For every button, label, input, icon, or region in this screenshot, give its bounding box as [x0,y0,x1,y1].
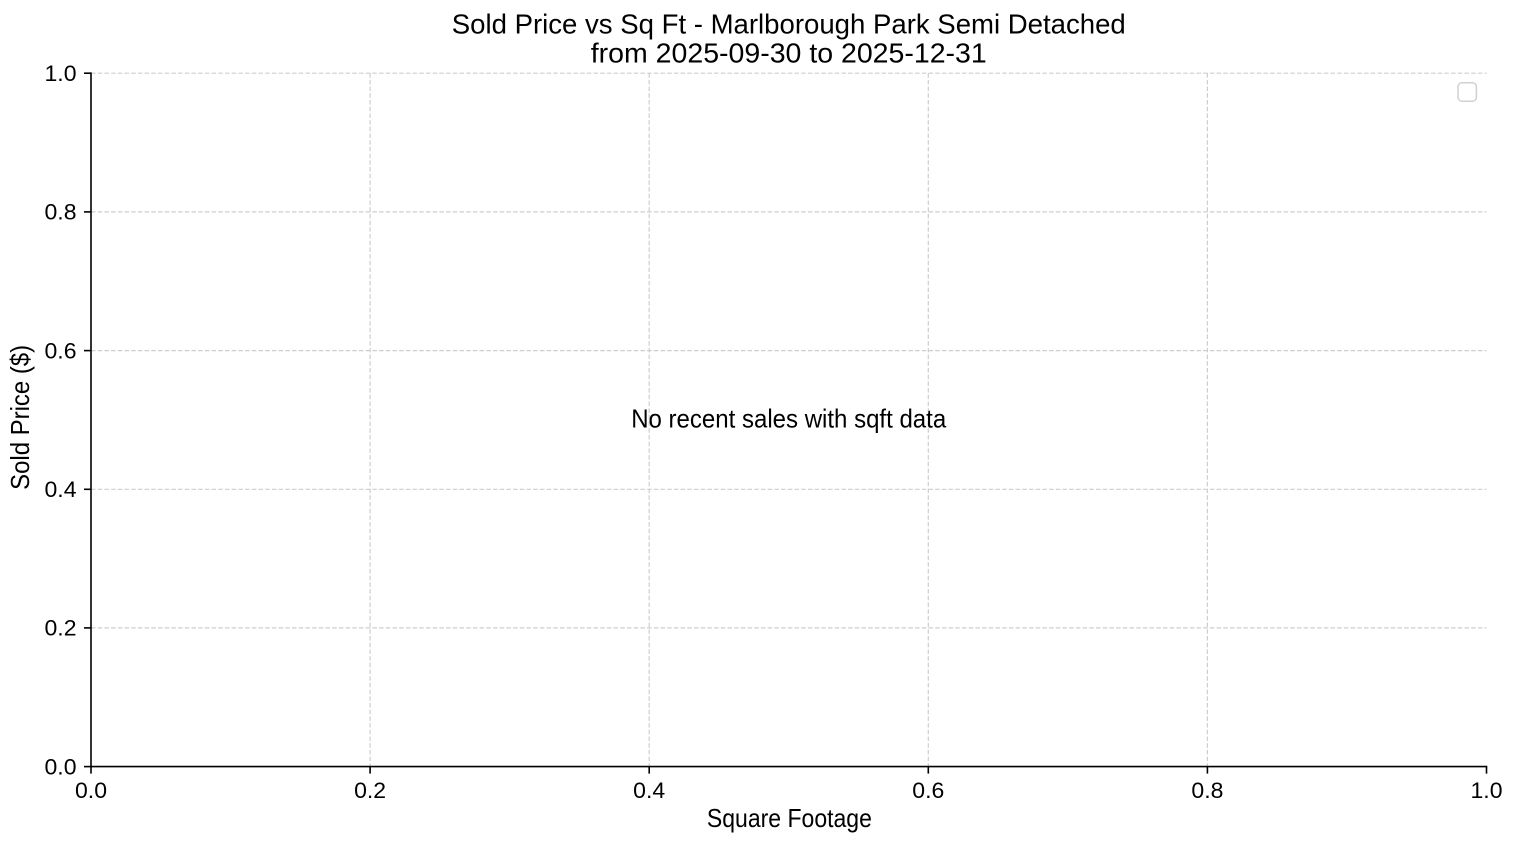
svg-text:0.0: 0.0 [45,754,77,779]
svg-text:No recent sales with sqft data: No recent sales with sqft data [631,403,946,433]
svg-text:0.6: 0.6 [912,778,944,803]
svg-text:0.0: 0.0 [75,778,107,803]
svg-text:0.8: 0.8 [45,200,77,225]
svg-text:Square Footage: Square Footage [707,803,872,833]
svg-text:0.4: 0.4 [45,477,77,502]
svg-text:1.0: 1.0 [45,61,77,86]
svg-text:0.4: 0.4 [633,778,665,803]
svg-text:Sold Price ($): Sold Price ($) [5,345,35,490]
svg-text:0.8: 0.8 [1191,778,1223,803]
svg-text:0.2: 0.2 [354,778,386,803]
svg-text:0.6: 0.6 [45,338,77,363]
svg-text:0.2: 0.2 [45,616,77,641]
svg-text:1.0: 1.0 [1471,778,1503,803]
svg-text:Sold Price vs Sq Ft - Marlboro: Sold Price vs Sq Ft - Marlborough Park S… [452,9,1126,40]
svg-text:from 2025-09-30 to 2025-12-31: from 2025-09-30 to 2025-12-31 [591,38,987,69]
